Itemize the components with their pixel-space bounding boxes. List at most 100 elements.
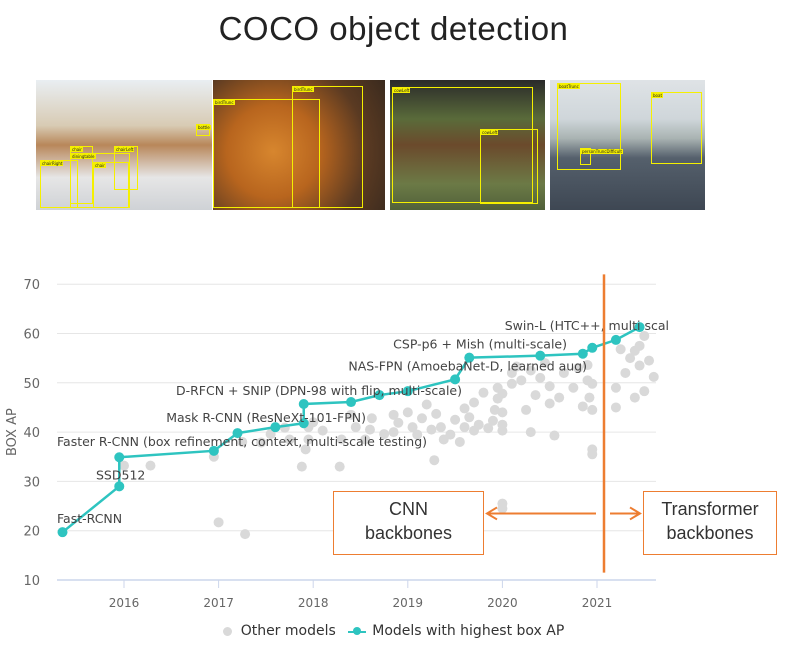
other-model-point[interactable] bbox=[554, 392, 565, 403]
other-model-point[interactable] bbox=[587, 404, 598, 415]
other-model-point[interactable] bbox=[336, 434, 347, 445]
best-model-point[interactable] bbox=[634, 322, 645, 333]
other-model-point[interactable] bbox=[535, 372, 546, 383]
best-model-point[interactable] bbox=[374, 390, 385, 401]
other-model-point[interactable] bbox=[240, 529, 251, 540]
other-model-point[interactable] bbox=[625, 353, 636, 364]
other-model-point[interactable] bbox=[450, 414, 461, 425]
best-model-point[interactable] bbox=[270, 422, 281, 433]
other-model-point[interactable] bbox=[497, 503, 508, 514]
other-model-point[interactable] bbox=[346, 409, 357, 420]
other-model-point[interactable] bbox=[300, 444, 311, 455]
other-model-point[interactable] bbox=[426, 424, 437, 435]
other-model-point[interactable] bbox=[489, 404, 500, 415]
other-model-point[interactable] bbox=[388, 409, 399, 420]
other-model-point[interactable] bbox=[544, 398, 555, 409]
other-model-point[interactable] bbox=[587, 449, 598, 460]
other-model-point[interactable] bbox=[364, 424, 375, 435]
best-model-point[interactable] bbox=[346, 397, 357, 408]
other-model-point[interactable] bbox=[393, 417, 404, 428]
other-model-point[interactable] bbox=[634, 360, 645, 371]
other-model-point[interactable] bbox=[487, 415, 498, 426]
other-model-point[interactable] bbox=[360, 434, 371, 445]
other-model-point[interactable] bbox=[284, 434, 295, 445]
other-model-point[interactable] bbox=[511, 361, 522, 372]
other-model-point[interactable] bbox=[497, 407, 508, 418]
other-model-point[interactable] bbox=[629, 345, 640, 356]
other-model-point[interactable] bbox=[620, 367, 631, 378]
other-model-point[interactable] bbox=[483, 423, 494, 434]
other-model-point[interactable] bbox=[497, 419, 508, 430]
other-model-point[interactable] bbox=[317, 425, 328, 436]
other-model-point[interactable] bbox=[445, 429, 456, 440]
other-model-point[interactable] bbox=[525, 427, 536, 438]
other-model-point[interactable] bbox=[435, 422, 446, 433]
best-model-point[interactable] bbox=[232, 428, 243, 439]
other-model-point[interactable] bbox=[549, 430, 560, 441]
other-model-point[interactable] bbox=[639, 330, 650, 341]
other-model-point[interactable] bbox=[308, 417, 319, 428]
other-model-point[interactable] bbox=[119, 460, 129, 471]
best-model-point[interactable] bbox=[114, 481, 125, 492]
other-model-point[interactable] bbox=[213, 517, 224, 528]
other-model-point[interactable] bbox=[639, 386, 650, 397]
other-model-point[interactable] bbox=[429, 455, 440, 466]
other-model-point[interactable] bbox=[544, 381, 555, 392]
other-model-point[interactable] bbox=[256, 437, 267, 448]
other-model-point[interactable] bbox=[610, 402, 621, 413]
best-model-point[interactable] bbox=[610, 334, 621, 345]
other-model-point[interactable] bbox=[558, 367, 569, 378]
other-model-point[interactable] bbox=[459, 403, 470, 414]
other-model-point[interactable] bbox=[334, 461, 345, 472]
other-model-point[interactable] bbox=[464, 412, 475, 423]
best-model-point[interactable] bbox=[587, 342, 598, 353]
other-model-point[interactable] bbox=[416, 413, 427, 424]
best-model-point[interactable] bbox=[298, 418, 309, 429]
other-model-point[interactable] bbox=[516, 375, 527, 386]
other-model-point[interactable] bbox=[412, 429, 423, 440]
other-model-point[interactable] bbox=[431, 408, 442, 419]
other-model-point[interactable] bbox=[521, 404, 532, 415]
best-model-point[interactable] bbox=[114, 452, 125, 463]
other-model-point[interactable] bbox=[407, 422, 418, 433]
legend-item-best-models[interactable]: Models with highest box AP bbox=[348, 623, 564, 639]
best-model-point[interactable] bbox=[450, 374, 461, 385]
other-model-point[interactable] bbox=[615, 344, 626, 355]
other-model-point[interactable] bbox=[478, 387, 489, 398]
legend-item-other-models[interactable]: Other models bbox=[222, 623, 336, 639]
other-model-point[interactable] bbox=[584, 392, 595, 403]
other-model-point[interactable] bbox=[402, 407, 413, 418]
other-model-point[interactable] bbox=[539, 358, 550, 369]
other-model-point[interactable] bbox=[145, 460, 156, 471]
other-model-point[interactable] bbox=[573, 363, 584, 374]
other-model-point[interactable] bbox=[303, 434, 314, 445]
other-model-point[interactable] bbox=[296, 461, 307, 472]
best-model-point[interactable] bbox=[464, 352, 475, 363]
best-model-point[interactable] bbox=[57, 527, 68, 538]
other-model-point[interactable] bbox=[497, 388, 508, 399]
other-model-point[interactable] bbox=[388, 427, 399, 438]
best-model-point[interactable] bbox=[298, 398, 309, 409]
other-model-point[interactable] bbox=[350, 422, 361, 433]
other-model-point[interactable] bbox=[506, 378, 517, 389]
other-model-point[interactable] bbox=[644, 355, 655, 366]
other-model-point[interactable] bbox=[587, 378, 598, 389]
other-model-point[interactable] bbox=[469, 397, 480, 408]
other-model-point[interactable] bbox=[421, 399, 432, 410]
other-model-point[interactable] bbox=[530, 390, 541, 401]
other-model-point[interactable] bbox=[629, 392, 640, 403]
best-model-point[interactable] bbox=[535, 350, 546, 361]
best-model-point[interactable] bbox=[208, 445, 219, 456]
best-model-point[interactable] bbox=[402, 386, 413, 397]
other-model-point[interactable] bbox=[459, 422, 470, 433]
other-model-point[interactable] bbox=[577, 401, 588, 412]
other-model-point[interactable] bbox=[582, 360, 593, 371]
other-model-point[interactable] bbox=[525, 365, 536, 376]
other-model-point[interactable] bbox=[379, 429, 390, 440]
other-model-point[interactable] bbox=[454, 436, 465, 447]
other-model-point[interactable] bbox=[366, 413, 377, 424]
other-model-point[interactable] bbox=[237, 436, 248, 447]
best-model-point[interactable] bbox=[577, 348, 588, 359]
other-model-point[interactable] bbox=[473, 419, 484, 430]
other-model-point[interactable] bbox=[610, 382, 621, 393]
